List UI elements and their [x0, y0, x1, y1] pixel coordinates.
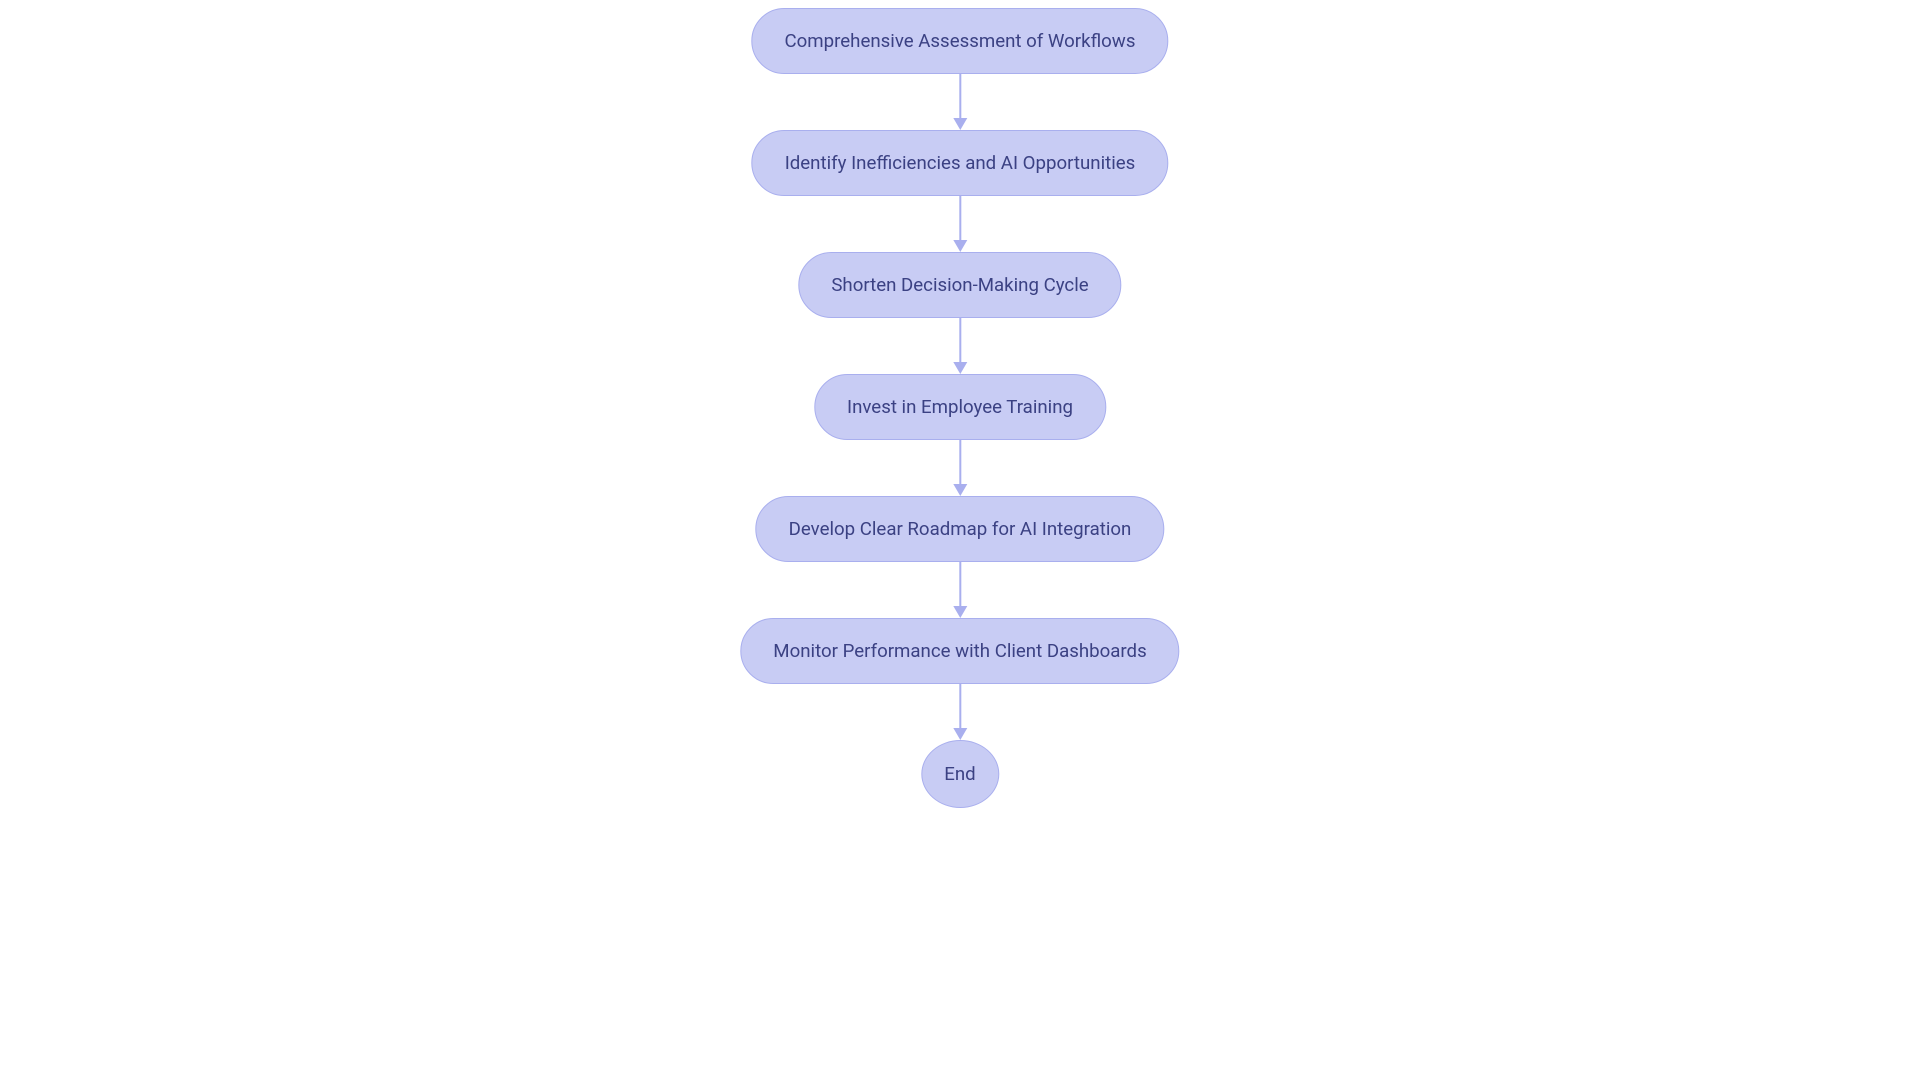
flowchart-node-label: Identify Inefficiencies and AI Opportuni…: [785, 152, 1136, 174]
flowchart-node-label: Develop Clear Roadmap for AI Integration: [789, 518, 1132, 540]
arrowhead-icon: [953, 606, 967, 618]
flowchart-node-n1: Comprehensive Assessment of Workflows: [752, 8, 1169, 74]
edge-line: [959, 684, 961, 728]
flowchart-node-n7: End: [921, 740, 999, 808]
edge-line: [959, 196, 961, 240]
flowchart-node-n3: Shorten Decision-Making Cycle: [798, 252, 1121, 318]
flowchart-node-label: Comprehensive Assessment of Workflows: [785, 30, 1136, 52]
flowchart-node-n4: Invest in Employee Training: [814, 374, 1106, 440]
flowchart-edge: [953, 196, 967, 252]
flowchart-node-n5: Develop Clear Roadmap for AI Integration: [756, 496, 1165, 562]
flowchart-edge: [953, 684, 967, 740]
edge-line: [959, 318, 961, 362]
arrowhead-icon: [953, 484, 967, 496]
edge-line: [959, 562, 961, 606]
flowchart-node-label: End: [944, 763, 975, 785]
arrowhead-icon: [953, 240, 967, 252]
edge-line: [959, 74, 961, 118]
flowchart-edge: [953, 440, 967, 496]
arrowhead-icon: [953, 362, 967, 374]
edge-line: [959, 440, 961, 484]
flowchart-node-n6: Monitor Performance with Client Dashboar…: [740, 618, 1179, 684]
flowchart-node-label: Invest in Employee Training: [847, 396, 1073, 418]
flowchart-node-label: Monitor Performance with Client Dashboar…: [773, 640, 1146, 662]
flowchart-node-n2: Identify Inefficiencies and AI Opportuni…: [752, 130, 1169, 196]
flowchart-container: Comprehensive Assessment of Workflows Ide…: [740, 8, 1179, 808]
flowchart-edge: [953, 74, 967, 130]
flowchart-edge: [953, 318, 967, 374]
flowchart-edge: [953, 562, 967, 618]
arrowhead-icon: [953, 728, 967, 740]
arrowhead-icon: [953, 118, 967, 130]
flowchart-node-label: Shorten Decision-Making Cycle: [831, 274, 1088, 296]
